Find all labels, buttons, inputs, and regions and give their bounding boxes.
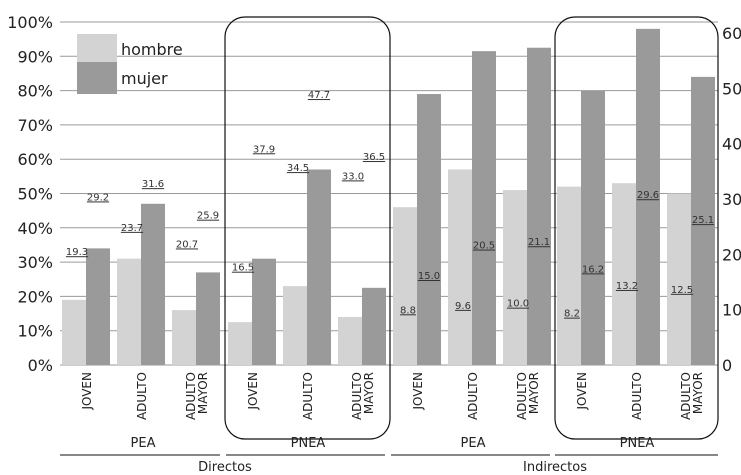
data-label-mujer: 21.1 (528, 237, 550, 248)
right-tick-label: 0 (722, 356, 732, 375)
left-tick-label: 70% (17, 116, 53, 135)
group-box (554, 16, 719, 440)
category-label: ADULTO (301, 372, 315, 420)
data-label-hombre: 9.6 (455, 301, 471, 312)
bar-mujer (636, 28, 660, 366)
bar-hombre (393, 207, 417, 365)
category-label: JOVEN (575, 372, 589, 411)
bar-mujer (581, 90, 605, 365)
left-tick-label: 0% (28, 356, 53, 375)
data-label-mujer: 29.6 (637, 190, 659, 201)
left-tick-label: 30% (17, 253, 53, 272)
data-label-mujer: 36.5 (363, 152, 385, 163)
category-label: MAYOR (362, 372, 376, 414)
group-box (224, 16, 391, 440)
subgroup-label: PEA (461, 436, 486, 451)
data-label-hombre: 12.5 (671, 285, 693, 296)
legend-swatch-mujer (77, 62, 117, 94)
category-label: JOVEN (411, 372, 425, 411)
bar-mujer (86, 248, 110, 365)
data-label-mujer: 20.5 (473, 241, 495, 252)
bar-mujer (472, 51, 496, 365)
category-label: ADULTO (679, 372, 693, 420)
data-label-mujer: 25.9 (197, 211, 219, 222)
category-label: MAYOR (691, 372, 705, 414)
data-label-hombre: 8.8 (400, 305, 416, 316)
subgroup-label: PEA (131, 436, 156, 451)
data-label-mujer: 15.0 (418, 271, 440, 282)
data-label-hombre: 33.0 (342, 171, 364, 182)
data-label-hombre: 20.7 (176, 239, 198, 250)
left-tick-label: 10% (17, 322, 53, 341)
left-tick-label: 80% (17, 82, 53, 101)
data-label-hombre: 16.5 (232, 263, 254, 274)
data-label-hombre: 34.5 (287, 163, 309, 174)
legend-label-hombre: hombre (121, 40, 183, 59)
data-label-mujer: 47.7 (308, 90, 330, 101)
bar-mujer (527, 47, 551, 365)
category-label: JOVEN (246, 372, 260, 411)
bar-hombre (228, 322, 252, 365)
left-tick-label: 50% (17, 185, 53, 204)
bar-mujer (141, 203, 165, 365)
left-tick-label: 40% (17, 219, 53, 238)
bar-hombre (172, 310, 196, 365)
left-tick-label: 20% (17, 287, 53, 306)
data-label-hombre: 23.7 (121, 223, 143, 234)
data-label-mujer: 25.1 (692, 215, 714, 226)
left-tick-label: 100% (7, 13, 53, 32)
bar-hombre (557, 186, 581, 365)
category-label: ADULTO (135, 372, 149, 420)
category-label: ADULTO (350, 372, 364, 420)
right-tick-label: 20 (722, 245, 741, 264)
right-tick-label: 60 (722, 24, 741, 43)
legend-swatch-hombre (77, 34, 117, 62)
data-label-hombre: 13.2 (616, 281, 638, 292)
category-label: ADULTO (466, 372, 480, 420)
category-label: ADULTO (630, 372, 644, 420)
data-label-mujer: 29.2 (87, 192, 109, 203)
data-label-mujer: 37.9 (253, 144, 275, 155)
right-tick-label: 30 (722, 190, 741, 209)
left-tick-label: 60% (17, 150, 53, 169)
bar-hombre (667, 193, 691, 365)
bar-hombre (503, 190, 527, 365)
bar-hombre (448, 169, 472, 365)
bar-mujer (196, 272, 220, 365)
bar-hombre (62, 299, 86, 365)
bar-mujer (307, 169, 331, 365)
group-label: Directos (198, 460, 252, 475)
category-label: JOVEN (80, 372, 94, 411)
data-label-hombre: 10.0 (507, 299, 529, 310)
bar-mujer (417, 94, 441, 365)
category-label: ADULTO (515, 372, 529, 420)
right-tick-label: 10 (722, 301, 741, 320)
subgroup-label: PNEA (620, 436, 655, 451)
bar-hombre (117, 258, 141, 365)
data-label-hombre: 8.2 (564, 309, 580, 320)
bar-hombre (612, 183, 636, 365)
category-label: MAYOR (196, 372, 210, 414)
right-tick-label: 50 (722, 79, 741, 98)
left-tick-label: 90% (17, 47, 53, 66)
bar-hombre (283, 286, 307, 365)
bar-mujer (252, 258, 276, 365)
data-label-mujer: 16.2 (582, 264, 604, 275)
subgroup-label: PNEA (291, 436, 326, 451)
data-label-hombre: 19.3 (66, 247, 88, 258)
category-label: ADULTO (184, 372, 198, 420)
legend-label-mujer: mujer (121, 69, 168, 88)
bar-mujer (691, 76, 715, 365)
right-tick-label: 40 (722, 135, 741, 154)
group-label: Indirectos (523, 460, 587, 475)
category-label: MAYOR (527, 372, 541, 414)
bar-hombre (338, 316, 362, 365)
data-label-mujer: 31.6 (142, 179, 164, 190)
bar-mujer (362, 287, 386, 365)
